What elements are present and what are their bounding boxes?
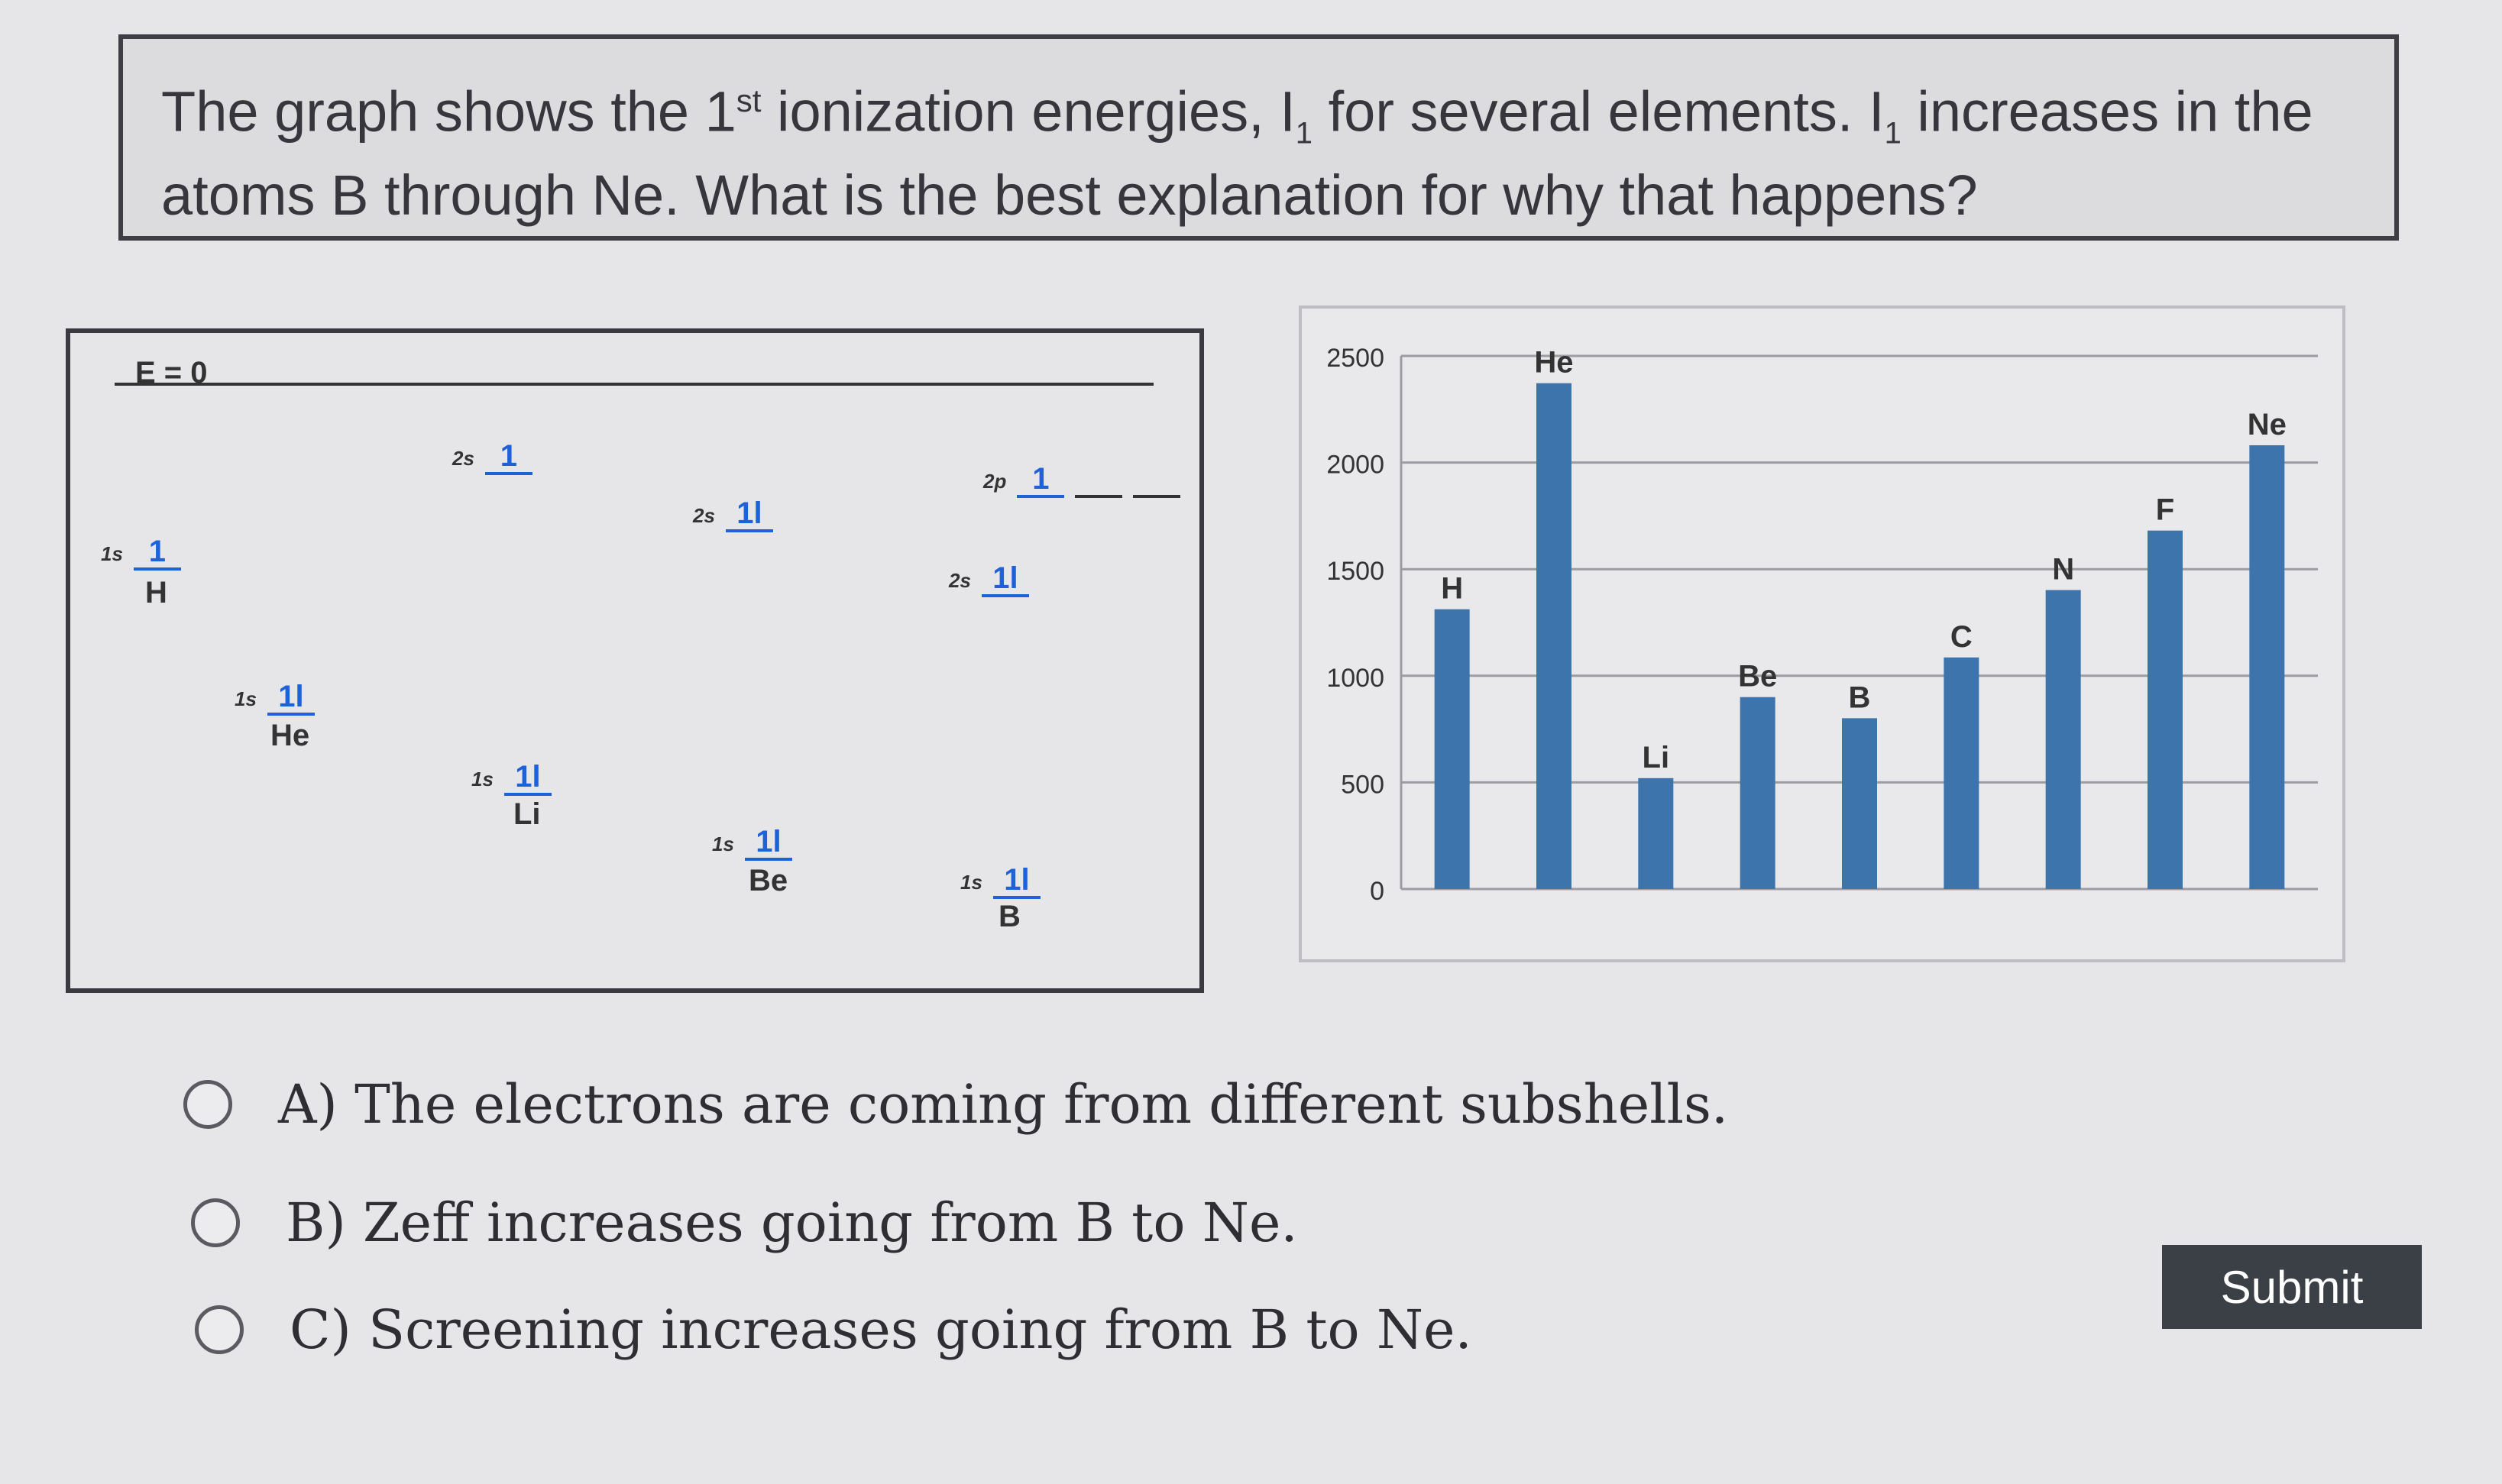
b-2s-level: 2s 1l xyxy=(949,562,1040,597)
electron-slot: 1 xyxy=(1017,463,1065,498)
bar-f xyxy=(2148,530,2183,889)
electron-slot: 1l xyxy=(267,681,315,716)
he-1s-level: 1s 1l xyxy=(235,681,325,716)
bar-label-b: B xyxy=(1849,681,1871,714)
empty-slot xyxy=(1133,495,1181,498)
orbital-label: 1s xyxy=(235,687,257,710)
radio-c[interactable] xyxy=(195,1305,244,1354)
bar-label-he: He xyxy=(1534,346,1573,380)
be-1s-level: 1s 1l xyxy=(712,826,803,861)
orbital-label: 2p xyxy=(983,470,1007,493)
chart-svg: 0 500 1000 1500 2000 2500 H He Li Be B C N F Ne xyxy=(1326,344,2318,906)
element-label-h: H xyxy=(145,576,167,609)
orbital-label: 2s xyxy=(949,569,971,592)
question-text-b: ionization energies, I xyxy=(761,79,1296,144)
y-tick-label: 1500 xyxy=(1326,557,1384,586)
bar-be xyxy=(1740,697,1775,889)
superscript: st xyxy=(736,82,762,118)
orbital-label: 2s xyxy=(693,504,715,527)
bar-he xyxy=(1536,383,1571,889)
answer-label-a: A) The electrons are coming from differe… xyxy=(278,1073,1729,1136)
bar-ne xyxy=(2249,445,2285,889)
h-1s-level: 1s 1 xyxy=(101,535,192,571)
element-label-he: He xyxy=(270,719,310,752)
answer-label-c: C) Screening increases going from B to N… xyxy=(290,1298,1472,1361)
electron-slot: 1 xyxy=(133,535,181,571)
energy-zero-line xyxy=(115,383,1154,386)
orbital-label: 1s xyxy=(712,833,734,855)
orbital-label: 1s xyxy=(960,871,982,894)
y-tick-label: 500 xyxy=(1341,770,1384,799)
bar-label-n: N xyxy=(2052,553,2074,587)
question-text-a: The graph shows the 1 xyxy=(161,79,736,144)
question-line-2: atoms B through Ne. What is the best exp… xyxy=(161,163,1978,228)
bar-h xyxy=(1434,609,1470,889)
submit-button[interactable]: Submit xyxy=(2162,1245,2422,1329)
b-1s-level: 1s 1l xyxy=(960,864,1051,899)
electron-slot: 1 xyxy=(484,440,532,475)
li-1s-level: 1s 1l xyxy=(471,761,562,796)
element-label-be: Be xyxy=(749,864,788,897)
ionization-energy-chart: 0 500 1000 1500 2000 2500 H He Li Be B C N F Ne xyxy=(1299,306,2345,962)
radio-b[interactable] xyxy=(191,1198,240,1247)
orbital-label: 2s xyxy=(452,447,474,470)
answer-option-a[interactable]: A) The electrons are coming from differe… xyxy=(183,1073,1728,1136)
bar-label-be: Be xyxy=(1738,660,1777,694)
y-tick-label: 2500 xyxy=(1326,344,1384,373)
answer-option-b[interactable]: B) Zeff increases going from B to Ne. xyxy=(191,1191,1298,1254)
bar-label-ne: Ne xyxy=(2248,408,2287,441)
subscript: 1 xyxy=(1884,116,1902,150)
subscript: 1 xyxy=(1295,116,1313,150)
b-2p-level: 2p 1 xyxy=(983,463,1191,498)
bar-n xyxy=(2045,590,2081,889)
li-2s-level: 2s 1 xyxy=(452,440,543,475)
electron-slot: 1l xyxy=(503,761,552,796)
orbital-label: 1s xyxy=(101,542,123,565)
bar-b xyxy=(1842,718,1877,889)
element-label-b: B xyxy=(999,900,1021,933)
bar-label-f: F xyxy=(2156,493,2174,527)
element-label-li: Li xyxy=(513,797,541,831)
bar-label-li: Li xyxy=(1643,741,1670,774)
orbital-diagram: E = 0 1s 1 H 1s 1l He 2s 1 1s 1l Li 2s 1… xyxy=(66,328,1204,993)
electron-slot: 1l xyxy=(744,826,792,861)
question-box: The graph shows the 1st ionization energ… xyxy=(118,34,2399,241)
question-line-1: The graph shows the 1st ionization energ… xyxy=(161,70,2356,164)
bar-label-h: H xyxy=(1441,572,1463,606)
bar-c xyxy=(1944,657,1979,889)
y-tick-label: 2000 xyxy=(1326,451,1384,480)
answer-option-c[interactable]: C) Screening increases going from B to N… xyxy=(195,1298,1472,1361)
question-text-c: for several elements. I xyxy=(1312,79,1885,144)
orbital-label: 1s xyxy=(471,768,494,790)
y-tick-label: 0 xyxy=(1370,877,1384,906)
bar-label-c: C xyxy=(1950,620,1973,654)
y-tick-label: 1000 xyxy=(1326,664,1384,693)
electron-slot: 1l xyxy=(725,497,773,532)
radio-a[interactable] xyxy=(183,1080,232,1129)
empty-slot xyxy=(1075,495,1123,498)
bar-li xyxy=(1638,778,1674,889)
electron-slot: 1l xyxy=(981,562,1029,597)
answer-label-b: B) Zeff increases going from B to Ne. xyxy=(286,1191,1298,1254)
be-2s-level: 2s 1l xyxy=(693,497,784,532)
electron-slot: 1l xyxy=(992,864,1041,899)
question-text-d: increases in the xyxy=(1901,79,2313,144)
